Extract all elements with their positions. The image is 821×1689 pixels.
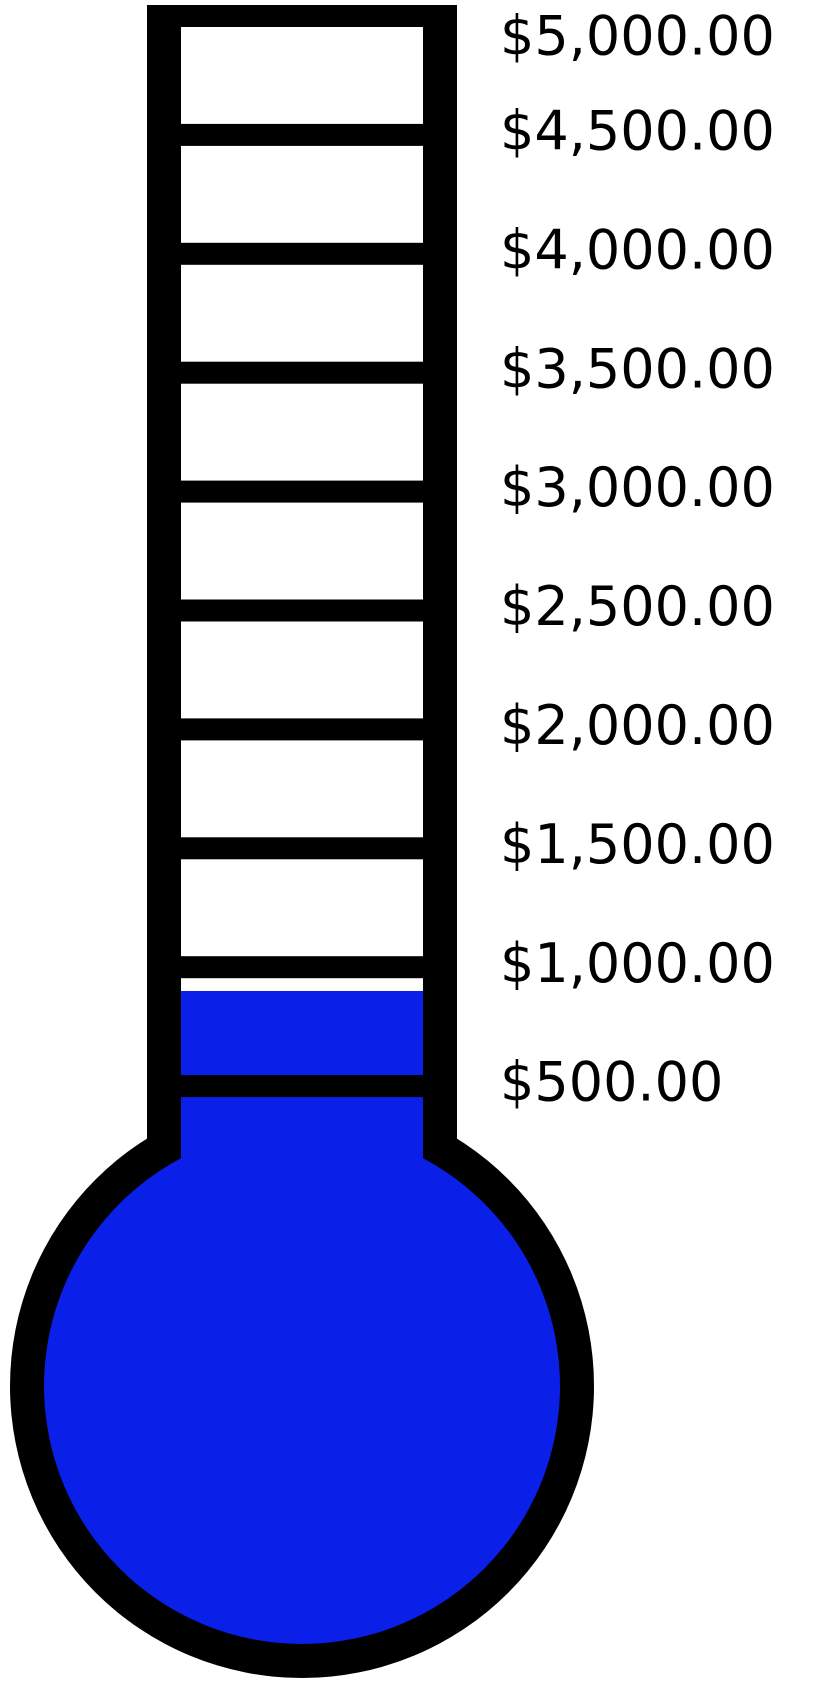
- bulb-fill: [44, 1128, 560, 1644]
- tick-line: [147, 5, 457, 27]
- tick-line: [147, 361, 457, 384]
- tick-label: $3,500.00: [500, 337, 775, 400]
- tick-line: [147, 242, 457, 265]
- tick-line: [147, 956, 457, 979]
- tick-label: $1,000.00: [500, 932, 775, 995]
- tick-label: $5,000.00: [500, 5, 775, 68]
- tick-label: $1,500.00: [500, 813, 775, 876]
- tick-label: $2,000.00: [500, 694, 775, 757]
- tick-line: [147, 123, 457, 146]
- tick-line: [147, 837, 457, 860]
- tick-line: [147, 480, 457, 503]
- tick-line: [147, 718, 457, 741]
- tick-label: $4,500.00: [500, 100, 775, 163]
- tick-line: [147, 599, 457, 622]
- tick-label: $500.00: [500, 1051, 723, 1114]
- tick-line: [147, 1075, 457, 1098]
- tick-label: $2,500.00: [500, 575, 775, 638]
- tick-label: $4,000.00: [500, 218, 775, 281]
- tick-label: $3,000.00: [500, 456, 775, 519]
- level-fill: [181, 990, 423, 1300]
